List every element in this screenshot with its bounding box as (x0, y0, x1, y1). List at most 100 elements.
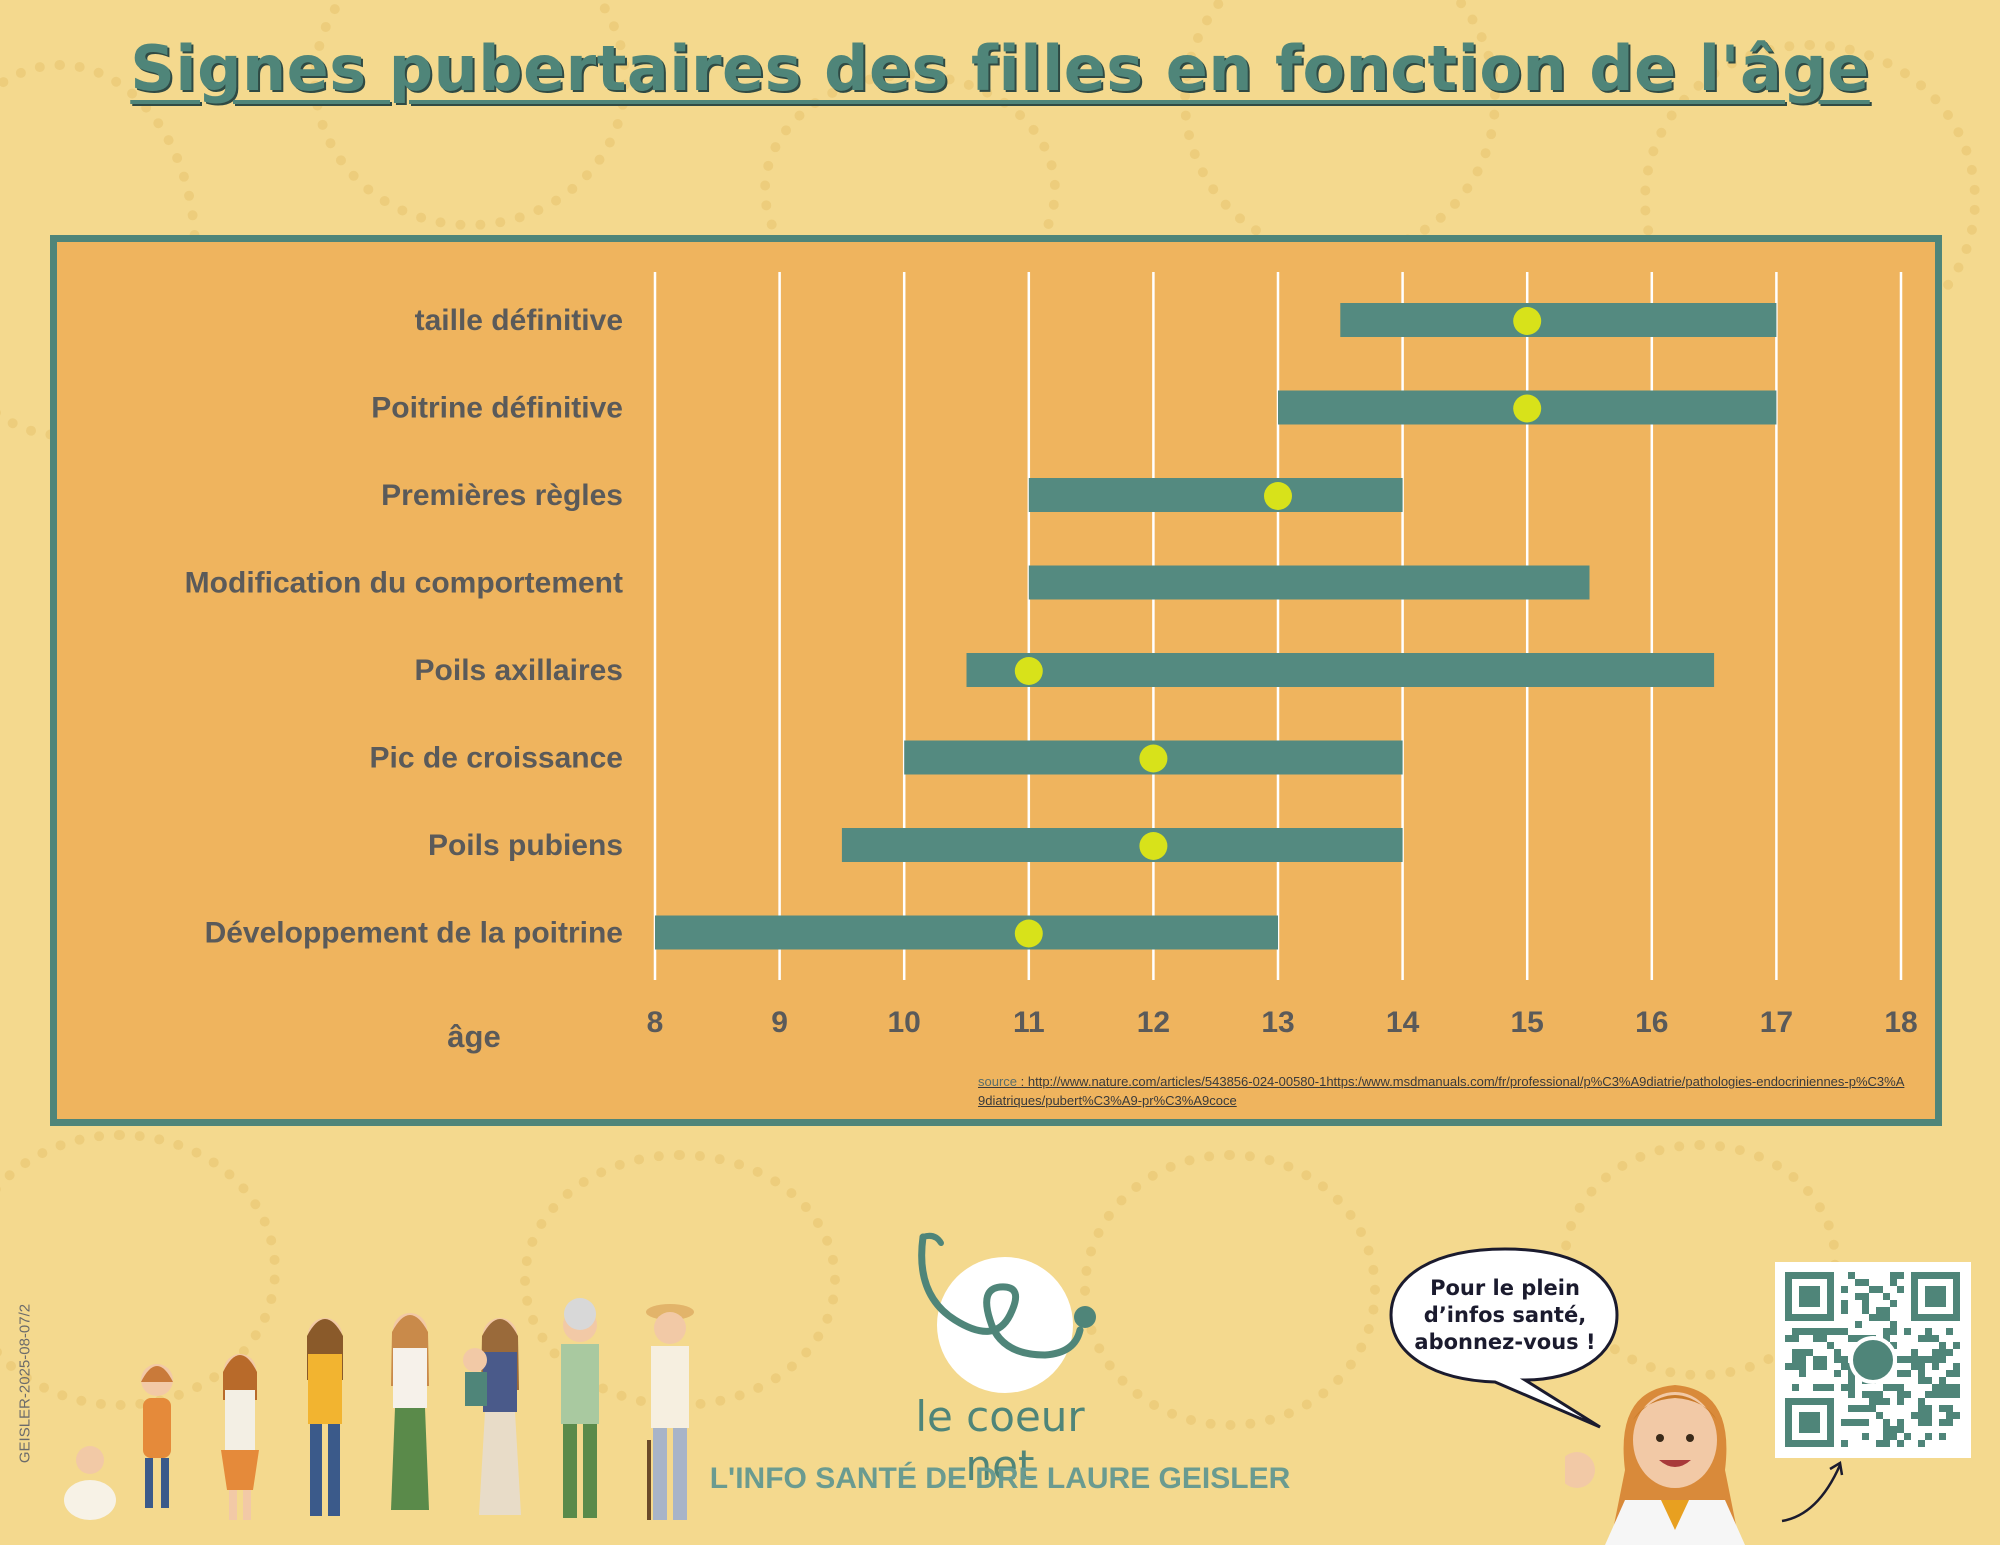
qr-module (1848, 1384, 1855, 1391)
qr-module (1939, 1377, 1946, 1384)
qr-code[interactable] (1775, 1262, 1971, 1458)
qr-module (1876, 1307, 1883, 1314)
qr-module (1883, 1314, 1890, 1321)
median-marker (1139, 832, 1168, 860)
qr-module (1855, 1335, 1862, 1342)
qr-finder-center (1799, 1286, 1820, 1307)
qr-module (1855, 1419, 1862, 1426)
qr-module (1813, 1363, 1820, 1370)
qr-module (1932, 1349, 1939, 1356)
qr-module (1869, 1398, 1876, 1405)
qr-module (1883, 1398, 1890, 1405)
qr-module (1883, 1419, 1890, 1426)
qr-module (1897, 1356, 1904, 1363)
qr-module (1883, 1426, 1890, 1433)
qr-module (1932, 1356, 1939, 1363)
arrow-icon (1781, 1460, 1844, 1523)
qr-module (1925, 1391, 1932, 1398)
median-marker (1513, 307, 1542, 335)
qr-module (1820, 1328, 1827, 1335)
mother-child-figure (463, 1318, 521, 1515)
qr-module (1918, 1363, 1925, 1370)
category-label: Pic de croissance (370, 742, 623, 775)
source-label: source (978, 1074, 1018, 1089)
qr-module (1820, 1384, 1827, 1391)
median-marker (1014, 919, 1043, 948)
qr-module (1834, 1328, 1841, 1335)
qr-module (1834, 1370, 1841, 1377)
qr-module (1897, 1272, 1904, 1279)
qr-module (1925, 1328, 1932, 1335)
qr-module (1904, 1391, 1911, 1398)
qr-module (1904, 1433, 1911, 1440)
qr-module (1841, 1419, 1848, 1426)
qr-module (1862, 1279, 1869, 1286)
chart-panel: taille définitive Poitrine définitive Prem… (50, 235, 1942, 1126)
source-citation[interactable]: source : http://www.nature.com/articles/… (978, 1072, 1908, 1110)
qr-module (1897, 1440, 1904, 1447)
qr-module (1946, 1384, 1953, 1391)
qr-module (1939, 1384, 1946, 1391)
qr-module (1841, 1356, 1848, 1363)
qr-module (1792, 1363, 1799, 1370)
qr-module (1911, 1363, 1918, 1370)
range-bar (1028, 478, 1403, 512)
x-tick-label: 12 (1137, 1006, 1170, 1039)
qr-module (1848, 1370, 1855, 1377)
qr-module (1841, 1440, 1848, 1447)
qr-module (1848, 1391, 1855, 1398)
qr-module (1911, 1412, 1918, 1419)
qr-module (1820, 1356, 1827, 1363)
qr-module (1869, 1405, 1876, 1412)
qr-module (1841, 1384, 1848, 1391)
qr-module (1827, 1342, 1834, 1349)
qr-module (1792, 1384, 1799, 1391)
qr-module (1953, 1370, 1960, 1377)
qr-module (1848, 1335, 1855, 1342)
qr-module (1953, 1391, 1960, 1398)
x-tick-label: 15 (1511, 1006, 1544, 1039)
median-marker (1014, 657, 1043, 685)
qr-module (1813, 1356, 1820, 1363)
qr-module (1890, 1384, 1897, 1391)
qr-module (1862, 1307, 1869, 1314)
x-axis-label: âge (447, 1019, 500, 1054)
qr-module (1897, 1398, 1904, 1405)
senior-woman-figure (561, 1298, 599, 1518)
qr-module (1932, 1335, 1939, 1342)
qr-module (1785, 1363, 1792, 1370)
qr-module (1841, 1307, 1848, 1314)
qr-module (1946, 1370, 1953, 1377)
x-tick-label: 8 (647, 1006, 664, 1039)
range-chart: taille définitive Poitrine définitive Prem… (185, 272, 1918, 1054)
qr-module (1806, 1328, 1813, 1335)
qr-module (1953, 1363, 1960, 1370)
qr-module (1799, 1328, 1806, 1335)
qr-module (1792, 1328, 1799, 1335)
teen-figure (307, 1318, 343, 1516)
qr-module (1876, 1391, 1883, 1398)
median-marker (1139, 744, 1168, 773)
x-tick-label: 9 (771, 1006, 788, 1039)
x-tick-label: 10 (888, 1006, 921, 1039)
qr-module (1939, 1433, 1946, 1440)
qr-module (1792, 1356, 1799, 1363)
speech-bubble-text: Pour le plein d’infos santé, abonnez-vou… (1414, 1276, 1596, 1354)
baby-figure (64, 1446, 116, 1520)
qr-module (1883, 1293, 1890, 1300)
qr-module (1925, 1377, 1932, 1384)
qr-module (1883, 1335, 1890, 1342)
qr-module (1841, 1300, 1848, 1307)
range-bar (1028, 565, 1590, 600)
qr-module (1820, 1335, 1827, 1342)
qr-module (1939, 1405, 1946, 1412)
qr-module (1918, 1356, 1925, 1363)
qr-module (1862, 1433, 1869, 1440)
qr-module (1869, 1286, 1876, 1293)
qr-module (1932, 1391, 1939, 1398)
brand-name: le coeur net (915, 1392, 1085, 1490)
qr-module (1897, 1370, 1904, 1377)
qr-module (1925, 1433, 1932, 1440)
qr-module (1953, 1384, 1960, 1391)
qr-module (1883, 1433, 1890, 1440)
